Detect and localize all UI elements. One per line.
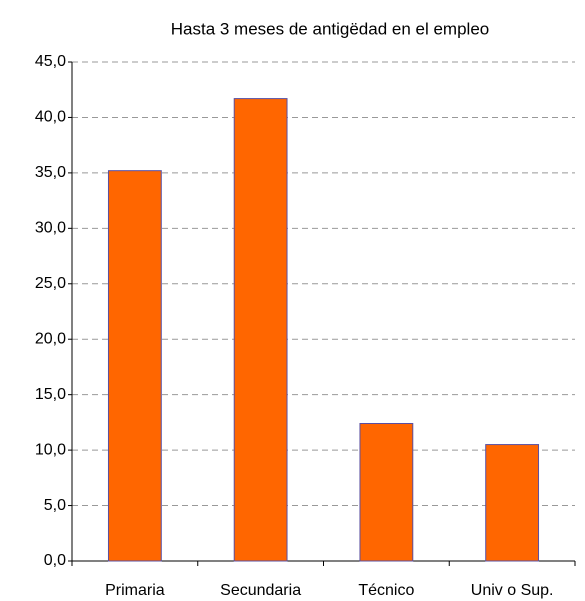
y-tick-label: 30,0 xyxy=(35,220,66,237)
y-tick-label: 35,0 xyxy=(35,164,66,181)
x-tick-label: Primaria xyxy=(105,582,165,599)
y-tick-label: 5,0 xyxy=(44,497,66,514)
bar xyxy=(233,98,288,562)
chart-title: Hasta 3 meses de antigëdad en el empleo xyxy=(171,19,489,38)
bar xyxy=(485,444,540,562)
bar xyxy=(359,422,414,562)
bar xyxy=(107,170,162,562)
x-tick-label: Univ o Sup. xyxy=(471,582,554,599)
y-tick-label: 0,0 xyxy=(44,552,66,569)
x-tick-label: Técnico xyxy=(358,582,414,599)
y-tick-label: 10,0 xyxy=(35,441,66,458)
y-tick-label: 20,0 xyxy=(35,330,66,347)
y-tick-label: 15,0 xyxy=(35,386,66,403)
y-tick-label: 40,0 xyxy=(35,109,66,126)
x-tick-label: Secundaria xyxy=(220,582,301,599)
y-tick-label: 25,0 xyxy=(35,275,66,292)
y-tick-label: 45,0 xyxy=(35,53,66,70)
